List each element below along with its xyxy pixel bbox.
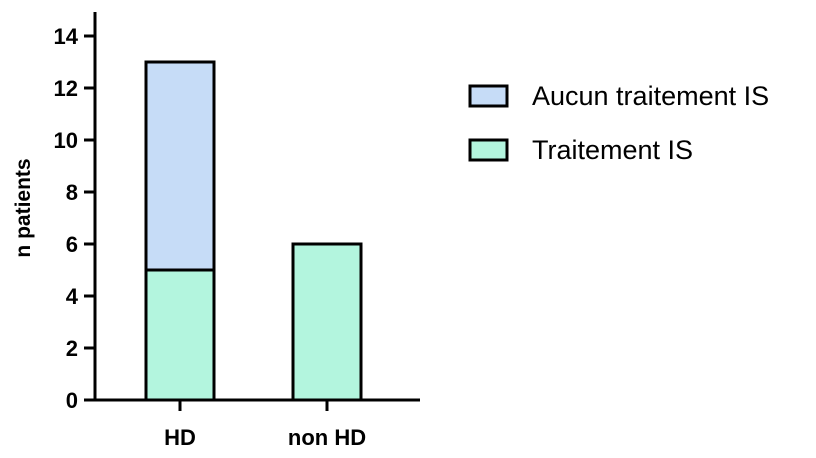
y-tick-label: 6 (66, 232, 78, 257)
y-tick-label: 8 (66, 180, 78, 205)
y-tick-label: 0 (66, 388, 78, 413)
y-tick-label: 12 (54, 76, 78, 101)
legend-swatch-traitement-is (468, 138, 509, 162)
y-tick-label: 2 (66, 336, 78, 361)
y-ticks: 0 2 4 6 8 10 12 14 (54, 24, 95, 413)
bar-non-hd-traitement-is (291, 242, 363, 402)
y-tick-label: 4 (66, 284, 79, 309)
axes-layer (93, 12, 420, 402)
x-tick-label: HD (164, 425, 196, 450)
legend-label-traitement-is: Traitement IS (532, 135, 693, 165)
bar-hd-traitement-is (144, 268, 216, 402)
legend-swatch-aucun-traitement-is (468, 84, 509, 108)
bars-layer (144, 60, 363, 402)
bar-hd-aucun-traitement-is (144, 60, 216, 272)
y-tick-label: 10 (54, 128, 78, 153)
x-ticks: HD non HD (164, 400, 366, 450)
x-tick-label: non HD (288, 425, 366, 450)
y-axis-title: n patients (12, 158, 35, 257)
legend: Aucun traitement IS Traitement IS (468, 81, 769, 165)
legend-label-aucun-traitement-is: Aucun traitement IS (532, 81, 769, 111)
y-tick-label: 14 (54, 24, 79, 49)
